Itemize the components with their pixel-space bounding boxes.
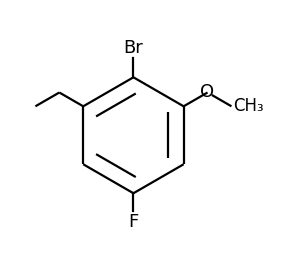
Text: O: O [200,84,214,102]
Text: Br: Br [124,39,143,57]
Text: F: F [128,213,139,231]
Text: CH₃: CH₃ [233,97,263,115]
